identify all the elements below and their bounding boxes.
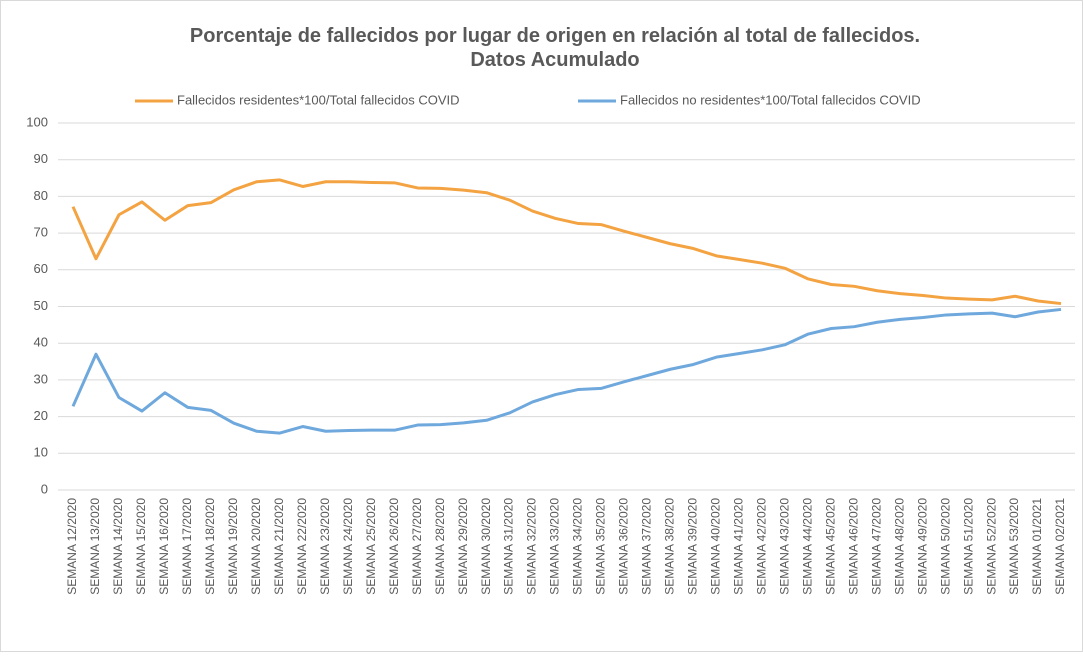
y-tick-label: 30 bbox=[34, 371, 48, 386]
y-tick-label: 90 bbox=[34, 151, 48, 166]
x-tick-label: SEMANA 13/2020 bbox=[88, 498, 102, 595]
x-tick-label: SEMANA 34/2020 bbox=[571, 498, 585, 595]
x-tick-label: SEMANA 01/2021 bbox=[1030, 498, 1044, 595]
x-tick-label: SEMANA 43/2020 bbox=[777, 498, 791, 595]
x-tick-label: SEMANA 02/2021 bbox=[1053, 498, 1067, 595]
x-tick-label: SEMANA 18/2020 bbox=[203, 498, 217, 595]
y-tick-label: 60 bbox=[34, 261, 48, 276]
y-tick-label: 0 bbox=[41, 481, 48, 496]
x-tick-label: SEMANA 28/2020 bbox=[433, 498, 447, 595]
x-tick-label: SEMANA 40/2020 bbox=[709, 498, 723, 595]
y-tick-label: 50 bbox=[34, 298, 48, 313]
x-tick-label: SEMANA 31/2020 bbox=[502, 498, 516, 595]
x-tick-label: SEMANA 17/2020 bbox=[180, 498, 194, 595]
x-tick-label: SEMANA 19/2020 bbox=[226, 498, 240, 595]
y-tick-label: 40 bbox=[34, 335, 48, 350]
series-line bbox=[71, 307, 1062, 435]
x-tick-label: SEMANA 23/2020 bbox=[318, 498, 332, 595]
x-tick-label: SEMANA 25/2020 bbox=[364, 498, 378, 595]
x-tick-label: SEMANA 39/2020 bbox=[686, 498, 700, 595]
x-tick-label: SEMANA 35/2020 bbox=[594, 498, 608, 595]
x-tick-label: SEMANA 26/2020 bbox=[387, 498, 401, 595]
x-tick-label: SEMANA 16/2020 bbox=[157, 498, 171, 595]
x-tick-label: SEMANA 45/2020 bbox=[823, 498, 837, 595]
x-tick-label: SEMANA 27/2020 bbox=[410, 498, 424, 595]
x-tick-label: SEMANA 36/2020 bbox=[617, 498, 631, 595]
x-tick-label: SEMANA 29/2020 bbox=[456, 498, 470, 595]
x-tick-label: SEMANA 33/2020 bbox=[548, 498, 562, 595]
y-tick-label: 100 bbox=[26, 114, 48, 129]
chart-subtitle: Datos Acumulado bbox=[470, 49, 639, 71]
y-tick-label: 80 bbox=[34, 188, 48, 203]
x-tick-label: SEMANA 22/2020 bbox=[295, 498, 309, 595]
x-tick-label: SEMANA 53/2020 bbox=[1007, 498, 1021, 595]
x-tick-label: SEMANA 52/2020 bbox=[984, 498, 998, 595]
y-tick-label: 20 bbox=[34, 408, 48, 423]
y-tick-label: 10 bbox=[34, 445, 48, 460]
chart-title: Porcentaje de fallecidos por lugar de or… bbox=[190, 25, 920, 47]
x-tick-label: SEMANA 48/2020 bbox=[892, 498, 906, 595]
x-tick-label: SEMANA 51/2020 bbox=[961, 498, 975, 595]
x-tick-label: SEMANA 15/2020 bbox=[134, 498, 148, 595]
x-tick-label: SEMANA 30/2020 bbox=[479, 498, 493, 595]
x-tick-label: SEMANA 24/2020 bbox=[341, 498, 355, 595]
x-tick-label: SEMANA 14/2020 bbox=[111, 498, 125, 595]
x-tick-label: SEMANA 44/2020 bbox=[800, 498, 814, 595]
x-tick-label: SEMANA 50/2020 bbox=[938, 498, 952, 595]
x-tick-label: SEMANA 46/2020 bbox=[846, 498, 860, 595]
legend-label: Fallecidos residentes*100/Total fallecid… bbox=[177, 92, 460, 107]
x-tick-label: SEMANA 20/2020 bbox=[249, 498, 263, 595]
x-tick-label: SEMANA 37/2020 bbox=[640, 498, 654, 595]
x-tick-label: SEMANA 49/2020 bbox=[915, 498, 929, 595]
x-tick-label: SEMANA 21/2020 bbox=[272, 498, 286, 595]
x-tick-label: SEMANA 42/2020 bbox=[754, 498, 768, 595]
x-tick-label: SEMANA 32/2020 bbox=[525, 498, 539, 595]
x-tick-label: SEMANA 38/2020 bbox=[663, 498, 677, 595]
x-tick-label: SEMANA 47/2020 bbox=[869, 498, 883, 595]
x-tick-label: SEMANA 12/2020 bbox=[65, 498, 79, 595]
x-tick-label: SEMANA 41/2020 bbox=[732, 498, 746, 595]
y-tick-label: 70 bbox=[34, 225, 48, 240]
legend-label: Fallecidos no residentes*100/Total falle… bbox=[620, 92, 921, 107]
series-line bbox=[71, 178, 1062, 306]
